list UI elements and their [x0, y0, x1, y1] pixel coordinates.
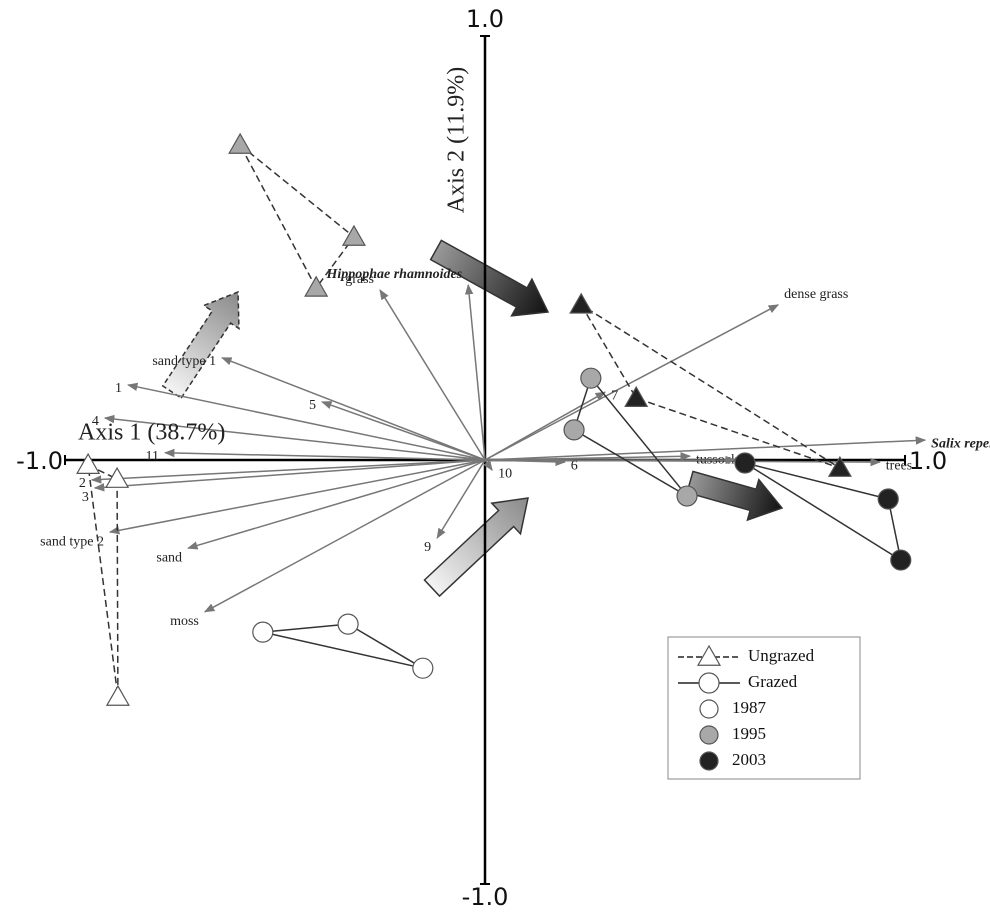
point — [337, 613, 359, 635]
env-vector — [321, 401, 486, 461]
vector-label: trees — [886, 458, 912, 473]
env-vector — [93, 459, 486, 492]
env-vector — [90, 459, 486, 484]
env-vector — [484, 391, 607, 461]
legend-label: Grazed — [748, 672, 798, 691]
env-vector — [464, 283, 486, 461]
shift-arrows — [161, 239, 784, 598]
vector-label: Salix repens — [931, 436, 990, 451]
shift-arrow — [161, 290, 240, 400]
legend-label: Ungrazed — [748, 646, 815, 665]
shift-arrow — [429, 239, 550, 317]
vector-label: 2 — [79, 476, 86, 491]
point — [563, 419, 585, 441]
env-vector — [484, 436, 927, 461]
point — [877, 488, 899, 510]
shift-arrow — [686, 470, 784, 522]
group-outline — [744, 462, 902, 562]
env-vector — [221, 357, 486, 461]
group-outline — [262, 623, 424, 669]
legend-marker — [699, 725, 719, 745]
y-axis-label: Axis 2 (11.9%) — [444, 67, 470, 213]
group-outline — [87, 463, 119, 698]
vector-label: 9 — [424, 540, 431, 555]
group-outline — [573, 376, 688, 497]
x-tick-label: -1.0 — [16, 447, 63, 475]
y-tick-label: -1.0 — [462, 883, 509, 911]
point — [827, 455, 852, 477]
legend-marker — [696, 644, 722, 666]
env-vector — [108, 459, 486, 535]
vector-label: grass — [345, 272, 374, 287]
vector-label: 3 — [82, 490, 89, 505]
env-vector — [163, 448, 486, 461]
vector-label: 4 — [92, 414, 99, 429]
point — [624, 385, 649, 407]
vector-label: Hippophae rhamnoides — [325, 267, 462, 282]
point — [252, 621, 274, 643]
vector-label: 10 — [498, 466, 512, 481]
shift-arrow — [423, 497, 529, 598]
legend-marker — [699, 699, 719, 719]
point — [569, 292, 594, 314]
point — [890, 549, 912, 571]
vector-label: 11 — [145, 449, 158, 464]
env-vector — [203, 459, 486, 613]
env-vector — [483, 459, 493, 472]
legend-marker — [699, 751, 719, 771]
vector-label: dense grass — [784, 287, 848, 302]
point — [228, 132, 253, 154]
point — [76, 452, 101, 474]
env-vector — [436, 459, 486, 539]
vector-label: 5 — [309, 398, 316, 413]
point — [580, 367, 602, 389]
env-vector — [103, 414, 486, 461]
group-outline — [239, 144, 355, 290]
vector-label: sand type 1 — [152, 354, 216, 369]
env-vector — [126, 382, 486, 461]
legend-label: 1995 — [732, 724, 766, 743]
point — [412, 657, 434, 679]
env-vector — [484, 304, 780, 461]
legend-label: 1987 — [732, 698, 767, 717]
legend-marker — [698, 672, 720, 694]
env-vector — [187, 459, 486, 550]
point — [734, 452, 756, 474]
x-tick-label: 1.0 — [909, 447, 947, 475]
group-outline — [580, 304, 841, 469]
legend-label: 2003 — [732, 750, 766, 769]
point — [105, 466, 130, 488]
vector-label: 1 — [115, 381, 122, 396]
point — [341, 224, 366, 246]
vector-label: sand type 2 — [40, 534, 104, 549]
point — [676, 485, 698, 507]
legend: Ungrazed Grazed 1987 1995 2003 — [667, 636, 861, 780]
point — [105, 684, 130, 706]
y-tick-label: 1.0 — [466, 5, 504, 33]
vector-label: 6 — [571, 458, 578, 473]
x-axis-label: Axis 1 (38.7%) — [78, 420, 225, 446]
vector-label: 7 — [611, 388, 618, 403]
env-vector — [379, 289, 486, 461]
vector-label: moss — [170, 614, 199, 629]
point — [304, 275, 329, 297]
vector-label: sand — [156, 550, 182, 565]
